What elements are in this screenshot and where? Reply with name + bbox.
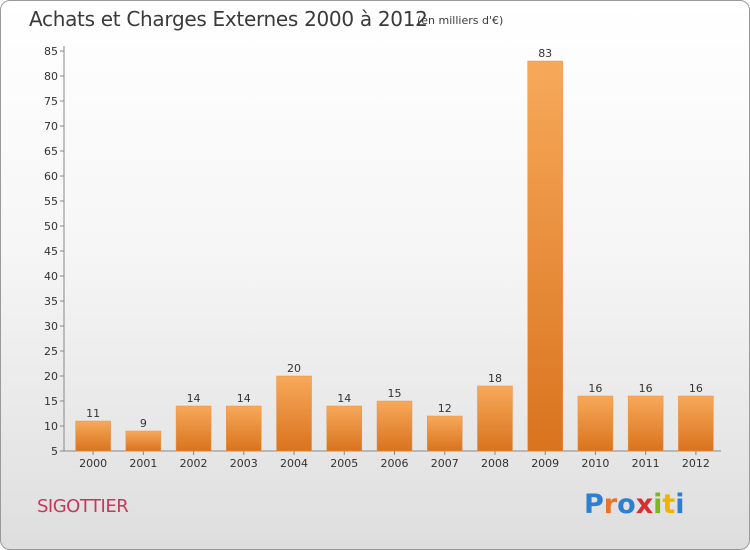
bar-value-label: 9 <box>140 417 147 430</box>
bar <box>125 430 162 452</box>
bar <box>527 60 563 452</box>
x-tick-label: 2000 <box>79 457 107 470</box>
y-tick-label: 85 <box>44 45 58 58</box>
x-tick-label: 2012 <box>682 457 710 470</box>
bar-value-label: 18 <box>488 372 502 385</box>
logo-letter: o <box>617 489 636 520</box>
y-tick-label: 10 <box>44 420 58 433</box>
bar <box>627 395 664 452</box>
x-tick-label: 2004 <box>280 457 308 470</box>
logo-letter: i <box>675 489 685 520</box>
bar-value-label: 16 <box>689 382 703 395</box>
y-tick-label: 80 <box>44 70 58 83</box>
logo-letter: P <box>584 489 604 520</box>
bar <box>376 400 413 452</box>
chart-labels: 11 2000 9 2001 14 2002 14 2003 20 2004 14 2005 15 200… <box>79 47 710 470</box>
bar <box>226 405 262 452</box>
y-tick-label: 40 <box>44 270 58 283</box>
chart-bars <box>75 60 714 452</box>
proxiti-logo[interactable]: Proxiti <box>584 489 685 520</box>
y-tick-label: 30 <box>44 320 58 333</box>
chart-title: Achats et Charges Externes 2000 à 2012 <box>29 7 428 31</box>
bar <box>326 405 363 452</box>
bar <box>426 415 463 452</box>
commune-name: SIGOTTIER <box>37 496 129 517</box>
x-tick-label: 2007 <box>431 457 459 470</box>
y-tick-label: 65 <box>44 145 58 158</box>
logo-letter: r <box>603 489 618 520</box>
x-tick-label: 2005 <box>330 457 358 470</box>
bar <box>75 420 111 452</box>
bar-value-label: 14 <box>237 392 251 405</box>
bar <box>175 405 212 452</box>
chart-subtitle: (en milliers d'€) <box>417 14 504 27</box>
bar-value-label: 16 <box>588 382 602 395</box>
bar-value-label: 11 <box>86 407 100 420</box>
y-tick-label: 50 <box>44 220 58 233</box>
x-tick-label: 2003 <box>230 457 258 470</box>
chart-axes: 5 10 15 20 25 30 35 40 45 50 55 60 65 70 75 80 85 <box>44 45 721 458</box>
y-tick-label: 35 <box>44 295 58 308</box>
y-tick-label: 20 <box>44 370 58 383</box>
x-tick-label: 2002 <box>180 457 208 470</box>
y-tick-label: 45 <box>44 245 58 258</box>
y-tick-label: 25 <box>44 345 58 358</box>
logo-letter: i <box>653 489 663 520</box>
bar <box>477 385 513 452</box>
bar <box>276 375 312 452</box>
bar-value-label: 16 <box>639 382 653 395</box>
bar <box>678 395 714 452</box>
logo-letter: x <box>635 489 654 520</box>
x-tick-label: 2009 <box>531 457 559 470</box>
y-tick-label: 5 <box>51 445 58 458</box>
x-tick-label: 2008 <box>481 457 509 470</box>
y-tick-label: 60 <box>44 170 58 183</box>
x-tick-label: 2006 <box>381 457 409 470</box>
bar-value-label: 15 <box>388 387 402 400</box>
x-tick-label: 2011 <box>632 457 660 470</box>
bar-value-label: 14 <box>337 392 351 405</box>
y-tick-label: 55 <box>44 195 58 208</box>
x-tick-label: 2010 <box>581 457 609 470</box>
bar-value-label: 14 <box>187 392 201 405</box>
bar-value-label: 12 <box>438 402 452 415</box>
bar-value-label: 83 <box>538 47 552 60</box>
y-tick-label: 70 <box>44 120 58 133</box>
bar-value-label: 20 <box>287 362 301 375</box>
y-tick-label: 75 <box>44 95 58 108</box>
logo-letter: t <box>662 489 676 520</box>
y-tick-label: 15 <box>44 395 58 408</box>
x-tick-label: 2001 <box>129 457 157 470</box>
bar <box>577 395 614 452</box>
